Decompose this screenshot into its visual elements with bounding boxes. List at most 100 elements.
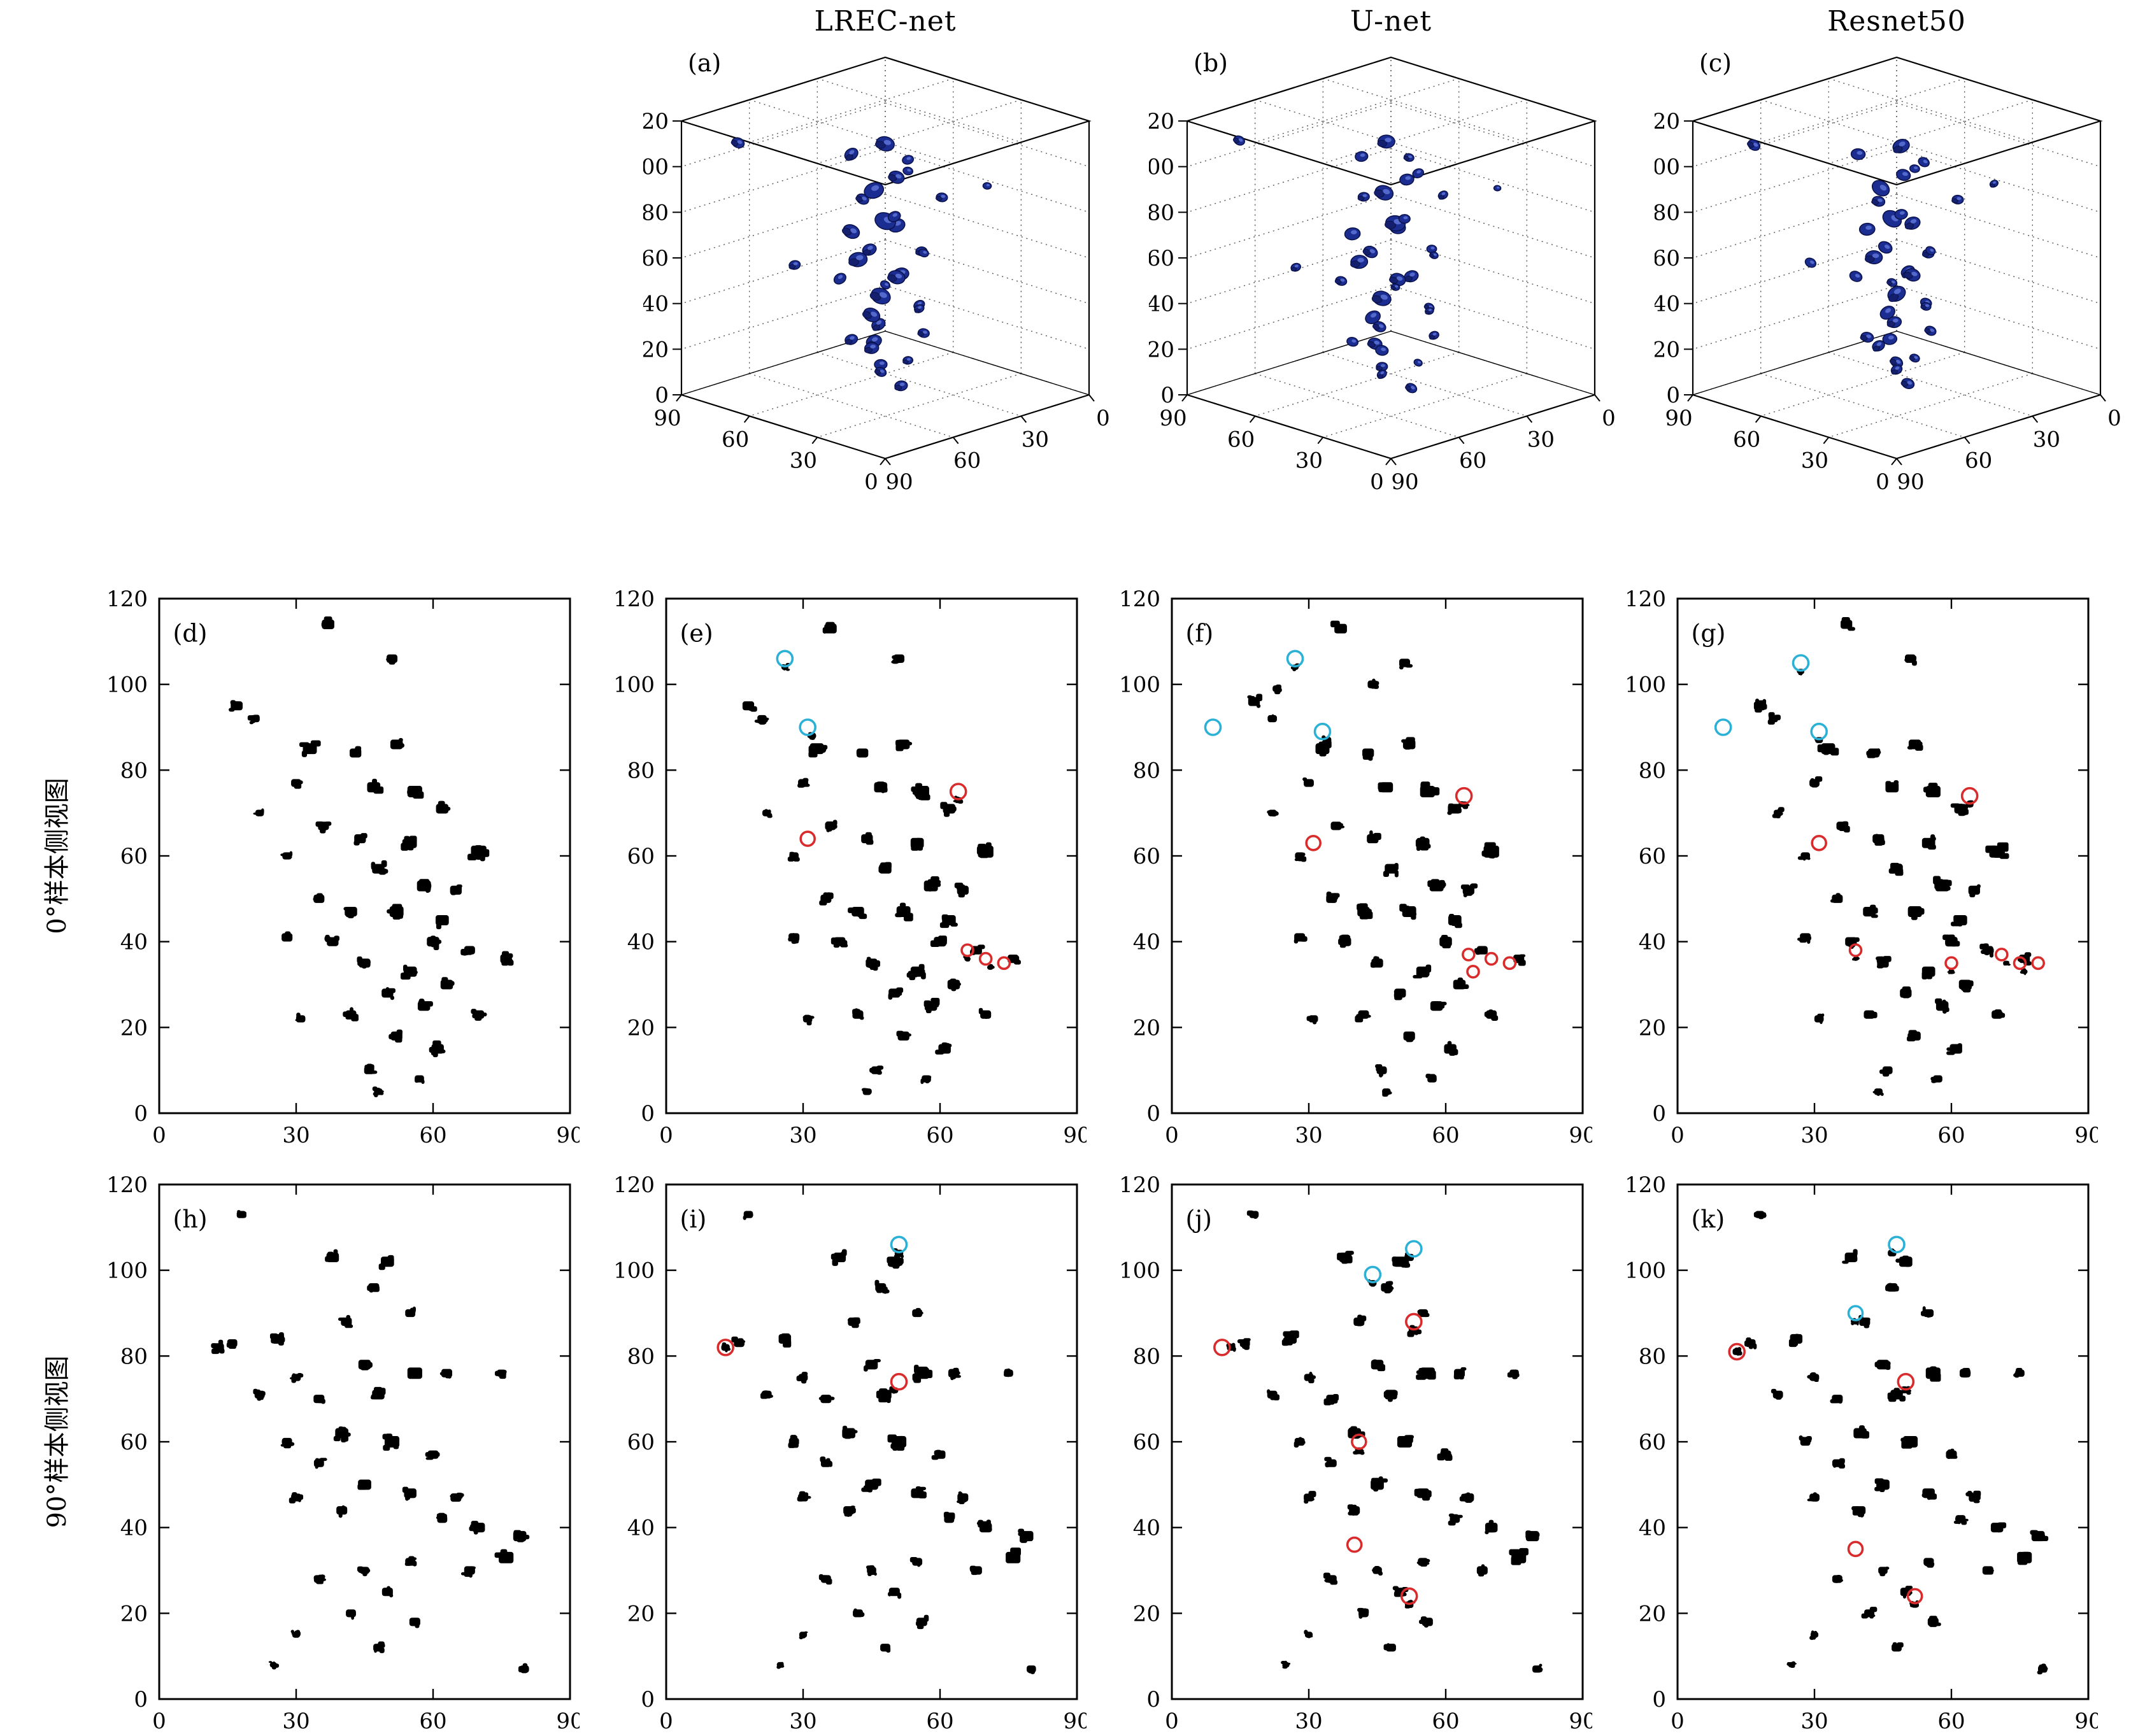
- cyan-annotation-circle: [776, 650, 794, 668]
- x-tick-label: 90: [1569, 1709, 1592, 1734]
- y-tick-label: 60: [1639, 844, 1666, 869]
- annotation-layer: [716, 1235, 908, 1391]
- z-tick-label: 100: [1655, 155, 1680, 180]
- red-annotation-circle: [1484, 951, 1499, 966]
- y-tick-label: 120: [613, 1172, 655, 1198]
- x-tick-label: 90: [1569, 1123, 1592, 1148]
- red-annotation-circle: [1405, 1313, 1423, 1331]
- red-annotation-circle: [960, 943, 974, 957]
- grid-layer: [679, 56, 1092, 460]
- binary-map-svg: 0 20 40 60 80 100 120 0 30 60 90 (g): [1625, 587, 2102, 1148]
- cyan-annotation-circle: [1810, 722, 1828, 741]
- y-tick-label: 40: [627, 930, 655, 955]
- x-tick-label: 60: [1937, 1709, 1965, 1734]
- right-axis-tick-label: 30: [1022, 427, 1049, 452]
- z-tick-label: 0: [1160, 383, 1174, 408]
- right-axis-tick-label: 60: [1965, 448, 1992, 474]
- z-tick-label: 20: [643, 337, 669, 362]
- y-tick-label: 40: [1639, 1516, 1666, 1541]
- red-annotation-circle: [1351, 1434, 1367, 1450]
- plot-2d-90deg-sample: 0 20 40 60 80 100 120 0 30 60 90 (h): [70, 1172, 584, 1736]
- cyan-annotation-circle: [890, 1235, 908, 1254]
- x-tick-label: 0: [1671, 1123, 1685, 1148]
- y-tick-label: 100: [1119, 672, 1160, 698]
- y-tick-label: 60: [627, 844, 655, 869]
- z-tick-label: 20: [1655, 337, 1680, 362]
- red-annotation-circle: [1811, 834, 1827, 851]
- y-tick-label: 60: [1639, 1430, 1666, 1455]
- x-tick-label: 30: [789, 1123, 816, 1148]
- red-annotation-circle: [2013, 956, 2027, 971]
- plot-2d-0deg-u-net: 0 20 40 60 80 100 120 0 30 60 90 (f): [1083, 586, 1597, 1162]
- z-tick-label: 80: [643, 200, 669, 225]
- binary-map-svg: 0 20 40 60 80 100 120 0 30 60 90 (e): [613, 587, 1091, 1148]
- red-annotation-circle: [1346, 1536, 1363, 1553]
- panel-letter: (g): [1692, 619, 1726, 647]
- plot-frame: [1676, 597, 2090, 1114]
- panel-letter: (b): [1194, 49, 1228, 77]
- annotation-layer: [776, 650, 1011, 971]
- blob-layer: [721, 1211, 1036, 1674]
- y-tick-label: 40: [627, 1516, 655, 1541]
- red-annotation-circle: [1502, 956, 1517, 971]
- cyan-annotation-circle: [1888, 1235, 1906, 1254]
- left-axis-tick-label: 60: [1733, 427, 1760, 452]
- annotation-layer: [1714, 654, 2045, 971]
- y-tick-label: 40: [1639, 930, 1666, 955]
- z-tick-label: 60: [643, 246, 669, 271]
- x-tick-label: 60: [1432, 1709, 1459, 1734]
- panel-letter: (e): [680, 619, 713, 647]
- y-tick-label: 60: [1133, 844, 1160, 869]
- y-tick-label: 100: [106, 672, 148, 698]
- cyan-annotation-circle: [1286, 650, 1304, 668]
- y-tick-label: 40: [1133, 1516, 1160, 1541]
- plot-2d-0deg-lrec-net: 0 20 40 60 80 100 120 0 30 60 90 (e): [577, 586, 1091, 1162]
- red-annotation-circle: [1305, 834, 1322, 851]
- right-axis-tick-label: 60: [953, 448, 981, 474]
- y-tick-label: 120: [1625, 587, 1666, 612]
- z-tick-label: 60: [1655, 246, 1680, 271]
- red-annotation-circle: [799, 830, 816, 847]
- y-tick-label: 100: [1119, 1258, 1160, 1284]
- red-annotation-circle: [716, 1339, 734, 1356]
- y-tick-label: 120: [106, 1172, 148, 1198]
- right-axis-tick-label: 0: [2107, 406, 2121, 431]
- x-tick-label: 90: [1063, 1123, 1087, 1148]
- z-tick-label: 40: [1655, 292, 1680, 317]
- left-axis-tick-label: 60: [722, 427, 749, 452]
- y-tick-label: 120: [1119, 587, 1160, 612]
- right-axis-tick-label: 30: [1527, 427, 1555, 452]
- z-tick-label: 20: [1149, 337, 1174, 362]
- x-tick-label: 90: [1063, 1709, 1087, 1734]
- x-tick-label: 0: [152, 1123, 166, 1148]
- z-tick-label: 80: [1655, 200, 1680, 225]
- y-tick-label: 0: [134, 1687, 148, 1712]
- red-annotation-circle: [1897, 1372, 1915, 1391]
- y-tick-label: 60: [120, 844, 148, 869]
- plot-frame: [158, 597, 571, 1114]
- panel-letter: (a): [688, 49, 721, 77]
- y-tick-label: 60: [1133, 1430, 1160, 1455]
- plot-3d-resnet50: 0 20 40 60 80 100 120 90 90 60 60 30 30 0 0 (c): [1639, 32, 2131, 563]
- left-axis-tick-label: 0: [1370, 469, 1384, 495]
- red-annotation-circle: [1995, 948, 2009, 962]
- z-tick-label: 80: [1149, 200, 1174, 225]
- y-tick-label: 0: [1146, 1101, 1160, 1127]
- x-tick-label: 90: [556, 1709, 580, 1734]
- y-tick-label: 100: [1625, 672, 1666, 698]
- binary-map-svg: 0 20 40 60 80 100 120 0 30 60 90 (k): [1625, 1172, 2102, 1734]
- y-tick-label: 60: [120, 1430, 148, 1455]
- cyan-annotation-circle: [1847, 1305, 1864, 1321]
- y-tick-label: 20: [1133, 1015, 1160, 1041]
- right-axis-tick-label: 30: [2033, 427, 2060, 452]
- y-tick-label: 100: [106, 1258, 148, 1284]
- plot-3d-u-net: 0 20 40 60 80 100 120 90 90 60 60 30 30 0 0 (b): [1133, 32, 1633, 563]
- y-tick-label: 20: [1639, 1601, 1666, 1626]
- left-axis-tick-label: 90: [1665, 406, 1692, 431]
- red-annotation-circle: [978, 951, 993, 966]
- row-label-90deg-side-view: 90°样本侧视图: [43, 1355, 72, 1528]
- y-tick-label: 80: [1133, 758, 1160, 783]
- y-tick-label: 80: [120, 1344, 148, 1369]
- z-tick-label: 40: [1149, 292, 1174, 317]
- annotation-layer: [1213, 1240, 1423, 1605]
